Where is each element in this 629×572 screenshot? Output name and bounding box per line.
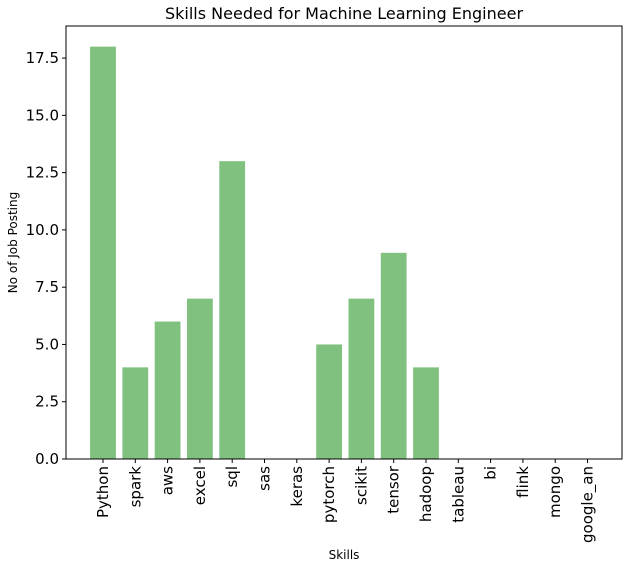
x-tick-label: spark bbox=[126, 466, 144, 508]
y-tick-label: 7.5 bbox=[35, 278, 59, 296]
bar-Python bbox=[90, 46, 116, 460]
x-tick-label: bi bbox=[482, 466, 500, 480]
bar-excel bbox=[187, 298, 213, 459]
plot-frame bbox=[65, 25, 623, 460]
x-axis: Python spark aws excel sql sas keras pytorch sci… bbox=[94, 459, 598, 543]
x-tick-label: tensor bbox=[385, 465, 403, 514]
bar-tensor bbox=[380, 252, 407, 459]
bar-pytorch bbox=[316, 344, 342, 459]
x-tick-label: Python bbox=[94, 466, 112, 518]
chart-title: Skills Needed for Machine Learning Engin… bbox=[165, 4, 523, 23]
y-tick-label: 10.0 bbox=[26, 221, 59, 239]
x-tick-label: sql bbox=[223, 466, 241, 488]
x-tick-label: pytorch bbox=[320, 466, 338, 523]
bar-aws bbox=[154, 321, 181, 459]
y-axis-label: No of Job Posting bbox=[6, 192, 20, 294]
bar-spark bbox=[122, 367, 149, 459]
x-tick-label: hadoop bbox=[417, 466, 435, 522]
bar-scikit bbox=[348, 298, 375, 459]
x-tick-label: google_an bbox=[579, 466, 598, 543]
y-tick-label: 0.0 bbox=[35, 450, 59, 468]
x-tick-label: aws bbox=[159, 466, 177, 495]
y-tick-label: 2.5 bbox=[35, 393, 59, 411]
bar-hadoop bbox=[413, 367, 439, 459]
x-tick-label: mongo bbox=[546, 466, 564, 518]
y-tick-label: 12.5 bbox=[26, 164, 59, 182]
bars-group bbox=[90, 46, 439, 460]
x-tick-label: scikit bbox=[352, 466, 370, 505]
x-tick-label: flink bbox=[514, 466, 532, 498]
x-tick-label: keras bbox=[288, 466, 306, 507]
x-axis-label: Skills bbox=[329, 548, 360, 562]
y-tick-label: 15.0 bbox=[26, 106, 59, 124]
x-tick-label: excel bbox=[191, 466, 209, 505]
y-tick-label: 17.5 bbox=[26, 49, 59, 67]
y-tick-label: 5.0 bbox=[35, 335, 59, 353]
x-tick-label: sas bbox=[256, 466, 274, 491]
y-axis: 0.0 2.5 5.0 7.5 10.0 12.5 15.0 17.5 bbox=[26, 49, 66, 468]
x-tick-label: tableau bbox=[449, 466, 467, 523]
bar-sql bbox=[219, 161, 246, 460]
